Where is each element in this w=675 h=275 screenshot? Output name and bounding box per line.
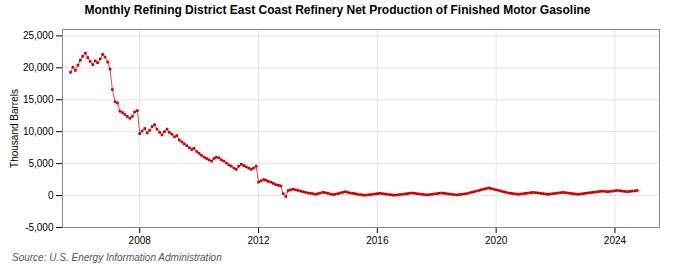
svg-text:25,000: 25,000 [23,30,54,41]
svg-text:15,000: 15,000 [23,94,54,105]
svg-text:10,000: 10,000 [23,126,54,137]
html-text:Source: U.S. Energy Informatio: Source: U.S. Energy Information Administ… [12,252,222,263]
svg-text:2020: 2020 [485,235,508,246]
svg-text:2016: 2016 [366,235,389,246]
svg-text:0: 0 [48,190,54,201]
svg-text:-5,000: -5,000 [25,222,54,233]
svg-text:20,000: 20,000 [23,62,54,73]
svg-text:2012: 2012 [247,235,270,246]
svg-text:2008: 2008 [129,235,152,246]
svg-text:Thousand Barrels: Thousand Barrels [9,89,20,168]
svg-text:5,000: 5,000 [28,158,53,169]
html-text:Monthly Refining District East: Monthly Refining District East Coast Ref… [84,3,591,17]
svg-text:2024: 2024 [604,235,627,246]
